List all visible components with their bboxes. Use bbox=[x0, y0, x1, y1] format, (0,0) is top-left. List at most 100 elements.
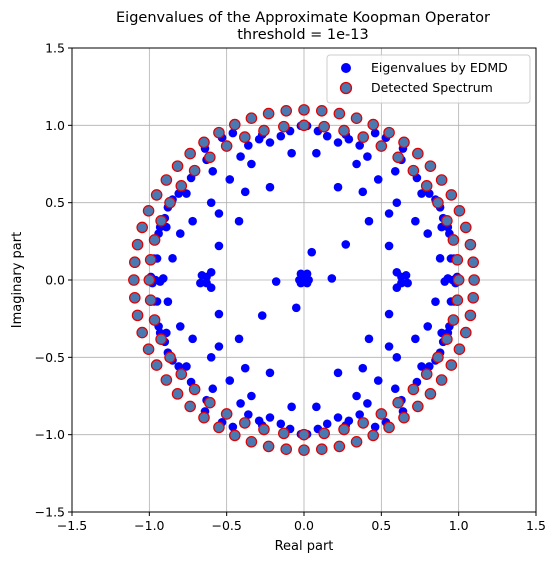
spectrum-point bbox=[136, 221, 148, 234]
spectrum-point bbox=[318, 120, 330, 133]
edmd-point bbox=[373, 175, 383, 184]
spectrum-point bbox=[150, 359, 163, 371]
edmd-point bbox=[276, 131, 286, 141]
edmd-point bbox=[271, 277, 281, 286]
edmd-point bbox=[265, 182, 275, 192]
spectrum-point bbox=[188, 164, 201, 177]
spectrum-point bbox=[143, 274, 156, 286]
edmd-point bbox=[435, 254, 445, 263]
edmd-point bbox=[163, 297, 173, 306]
spectrum-point bbox=[280, 443, 293, 456]
edmd-point bbox=[384, 342, 394, 351]
edmd-point bbox=[333, 368, 343, 378]
spectrum-point bbox=[447, 234, 460, 246]
edmd-point bbox=[352, 159, 361, 169]
x-tick-label: 0.5 bbox=[371, 518, 391, 533]
edmd-point bbox=[364, 334, 374, 344]
spectrum-point bbox=[278, 120, 290, 133]
edmd-point bbox=[304, 275, 313, 285]
spectrum-point bbox=[164, 196, 176, 209]
spectrum-point bbox=[424, 160, 437, 172]
spectrum-point bbox=[357, 417, 369, 429]
spectrum-point bbox=[453, 205, 466, 217]
edmd-point bbox=[236, 399, 245, 408]
spectrum-point bbox=[229, 118, 241, 131]
spectrum-point bbox=[188, 383, 201, 396]
edmd-point bbox=[370, 128, 380, 138]
y-tick-label: −0.5 bbox=[35, 350, 65, 365]
spectrum-point bbox=[128, 291, 141, 304]
spectrum-point bbox=[204, 396, 216, 409]
spectrum-point bbox=[468, 274, 480, 286]
edmd-point bbox=[384, 209, 394, 218]
edmd-point bbox=[276, 419, 286, 429]
x-axis: −1.5 −1.0 −0.5 0.0 0.5 1.0 1.5 bbox=[57, 512, 546, 533]
chart-title: Eigenvalues of the Approximate Koopman O… bbox=[116, 10, 490, 26]
spectrum-point bbox=[144, 254, 157, 266]
spectrum-point bbox=[412, 400, 424, 413]
spectrum-point bbox=[204, 151, 216, 164]
spectrum-point bbox=[213, 126, 225, 139]
spectrum-points-group bbox=[128, 104, 480, 456]
spectrum-point bbox=[420, 368, 433, 380]
edmd-point bbox=[196, 278, 205, 288]
spectrum-point bbox=[175, 180, 188, 192]
spectrum-point bbox=[350, 436, 363, 448]
edmd-point bbox=[257, 311, 267, 320]
spectrum-point bbox=[175, 368, 188, 380]
edmd-point bbox=[214, 342, 224, 351]
spectrum-point bbox=[333, 107, 346, 120]
y-tick-label: 1.5 bbox=[45, 41, 65, 56]
edmd-point bbox=[214, 241, 224, 251]
spectrum-point bbox=[367, 429, 379, 442]
spectrum-point bbox=[424, 388, 437, 400]
edmd-point bbox=[287, 402, 296, 412]
edmd-point bbox=[352, 391, 361, 401]
edmd-point bbox=[363, 399, 372, 408]
chart-subtitle: threshold = 1e-13 bbox=[237, 27, 368, 43]
y-tick-label: 1.0 bbox=[45, 118, 65, 133]
edmd-point bbox=[370, 422, 380, 432]
edmd-point bbox=[384, 241, 394, 251]
spectrum-point bbox=[407, 383, 420, 396]
spectrum-point bbox=[160, 374, 173, 386]
spectrum-point bbox=[164, 351, 176, 364]
edmd-point bbox=[265, 368, 275, 378]
x-tick-label: 1.5 bbox=[526, 518, 546, 533]
spectrum-point bbox=[220, 408, 233, 420]
spectrum-point bbox=[258, 423, 270, 436]
edmd-point bbox=[417, 362, 426, 371]
spectrum-point bbox=[383, 421, 395, 434]
spectrum-point bbox=[432, 196, 444, 209]
legend: Eigenvalues by EDMD Detected Spectrum bbox=[326, 54, 531, 104]
edmd-point bbox=[384, 309, 394, 319]
edmd-point bbox=[307, 247, 317, 257]
edmd-point bbox=[423, 322, 433, 331]
spectrum-point bbox=[441, 215, 453, 227]
spectrum-point bbox=[451, 294, 464, 306]
edmd-point bbox=[175, 229, 185, 238]
edmd-point bbox=[341, 240, 351, 249]
spectrum-point bbox=[229, 429, 241, 442]
edmd-point bbox=[392, 283, 402, 293]
edmd-point bbox=[247, 159, 256, 169]
spectrum-point bbox=[142, 205, 155, 217]
spectrum-point bbox=[198, 411, 210, 424]
edmd-point bbox=[265, 138, 275, 147]
edmd-point bbox=[322, 131, 332, 141]
edmd-point bbox=[358, 187, 368, 197]
edmd-point bbox=[355, 410, 364, 419]
spectrum-point bbox=[453, 343, 466, 355]
spectrum-point bbox=[155, 333, 167, 345]
edmd-point bbox=[240, 363, 250, 373]
spectrum-point bbox=[198, 136, 210, 149]
spectrum-point bbox=[245, 112, 258, 124]
edmd-point bbox=[390, 166, 400, 176]
spectrum-point bbox=[239, 131, 251, 143]
edmd-point bbox=[214, 209, 224, 218]
spectrum-point bbox=[142, 343, 155, 355]
spectrum-point bbox=[445, 359, 458, 371]
edmd-point bbox=[333, 182, 343, 192]
spectrum-point bbox=[460, 326, 472, 339]
